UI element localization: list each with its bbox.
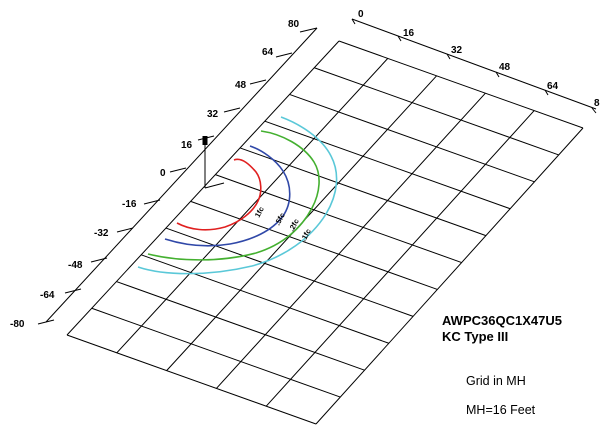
contour-1fc xyxy=(176,158,262,231)
top-tick-label: 16 xyxy=(403,28,415,39)
left-tick-label: -64 xyxy=(40,290,55,301)
grid-row-line xyxy=(264,120,511,210)
contour-05fc xyxy=(164,145,291,247)
grid-column-line xyxy=(66,40,340,336)
mounting-height-note: MH=16 Feet xyxy=(466,403,536,417)
fixture-catalog-number: AWPC36QC1X47U5 xyxy=(442,313,562,328)
left-axis xyxy=(45,27,318,323)
top-axis xyxy=(351,18,597,110)
grid-row-line xyxy=(141,254,389,344)
left-tick-label: -16 xyxy=(122,199,137,210)
fixture-type: KC Type III xyxy=(442,329,509,344)
grid-column-line xyxy=(216,92,486,389)
top-tick-label: 0 xyxy=(358,9,364,20)
grid xyxy=(66,40,584,425)
top-tick-label: 32 xyxy=(451,45,463,56)
top-axis-ticks: 0 16 32 48 64 8 xyxy=(351,9,600,114)
left-tick-label: 80 xyxy=(288,19,300,30)
left-tick-label: -80 xyxy=(10,319,25,330)
grid-note: Grid in MH xyxy=(466,374,526,388)
contours xyxy=(137,116,338,275)
grid-column-line xyxy=(315,127,584,425)
grid-row-line xyxy=(215,174,462,264)
grid-row-line xyxy=(116,281,365,371)
left-tick-label: 16 xyxy=(181,140,193,151)
left-tick-label: 0 xyxy=(160,168,166,179)
grid-row-line xyxy=(165,227,414,317)
left-tick-label: 64 xyxy=(262,47,274,58)
contour-label: .2fc xyxy=(287,217,301,233)
contour-01fc xyxy=(137,116,338,275)
left-tick-label: 32 xyxy=(207,109,219,120)
left-tick-label: -48 xyxy=(68,260,83,271)
grid-row-line xyxy=(314,67,559,156)
contour-labels: 1fc .5fc .2fc .1fc xyxy=(253,205,313,243)
fixture-info: AWPC36QC1X47U5 KC Type III xyxy=(442,313,612,345)
grid-row-line xyxy=(91,307,341,398)
grid-row-line xyxy=(289,93,535,183)
left-tick-label: 48 xyxy=(235,80,247,91)
contour-label: .1fc xyxy=(299,227,313,243)
grid-row-line xyxy=(338,40,584,129)
contour-02fc xyxy=(147,130,320,261)
grid-row-line xyxy=(66,334,317,425)
grid-column-line xyxy=(116,58,389,354)
top-tick-label: 64 xyxy=(547,81,559,92)
left-tick-label: -32 xyxy=(94,228,109,239)
grid-row-line xyxy=(239,147,487,237)
top-tick-label: 48 xyxy=(499,62,511,73)
grid-row-line xyxy=(190,200,438,290)
contour-label: 1fc xyxy=(253,205,266,219)
fixture-marker xyxy=(202,136,225,189)
grid-column-line xyxy=(265,110,535,407)
left-axis-ticks: 80 64 48 32 16 0 -16 -32 -48 -64 -80 xyxy=(10,19,318,330)
top-tick-label: 8 xyxy=(594,98,600,109)
